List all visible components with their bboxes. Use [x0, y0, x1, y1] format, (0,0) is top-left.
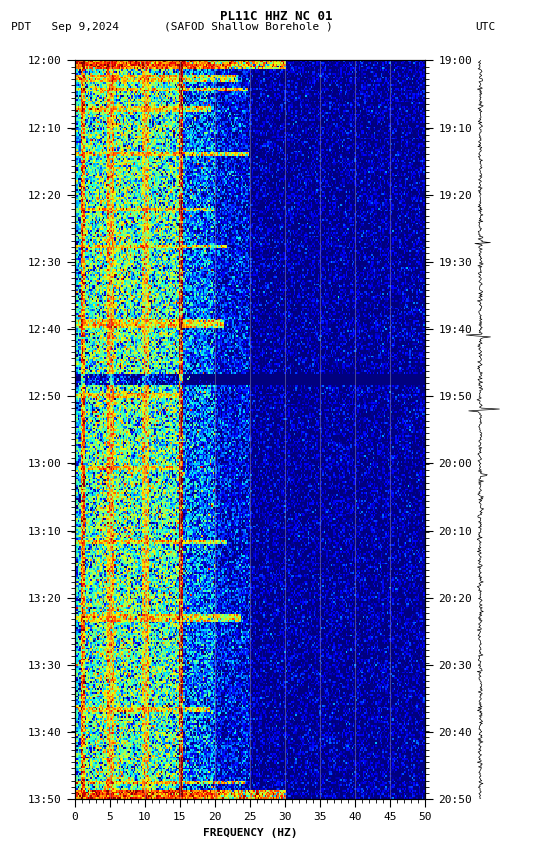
- Text: (SAFOD Shallow Borehole ): (SAFOD Shallow Borehole ): [164, 22, 333, 32]
- Text: UTC: UTC: [476, 22, 496, 32]
- X-axis label: FREQUENCY (HZ): FREQUENCY (HZ): [203, 828, 297, 838]
- Text: PL11C HHZ NC 01: PL11C HHZ NC 01: [220, 10, 332, 23]
- Text: PDT   Sep 9,2024: PDT Sep 9,2024: [11, 22, 119, 32]
